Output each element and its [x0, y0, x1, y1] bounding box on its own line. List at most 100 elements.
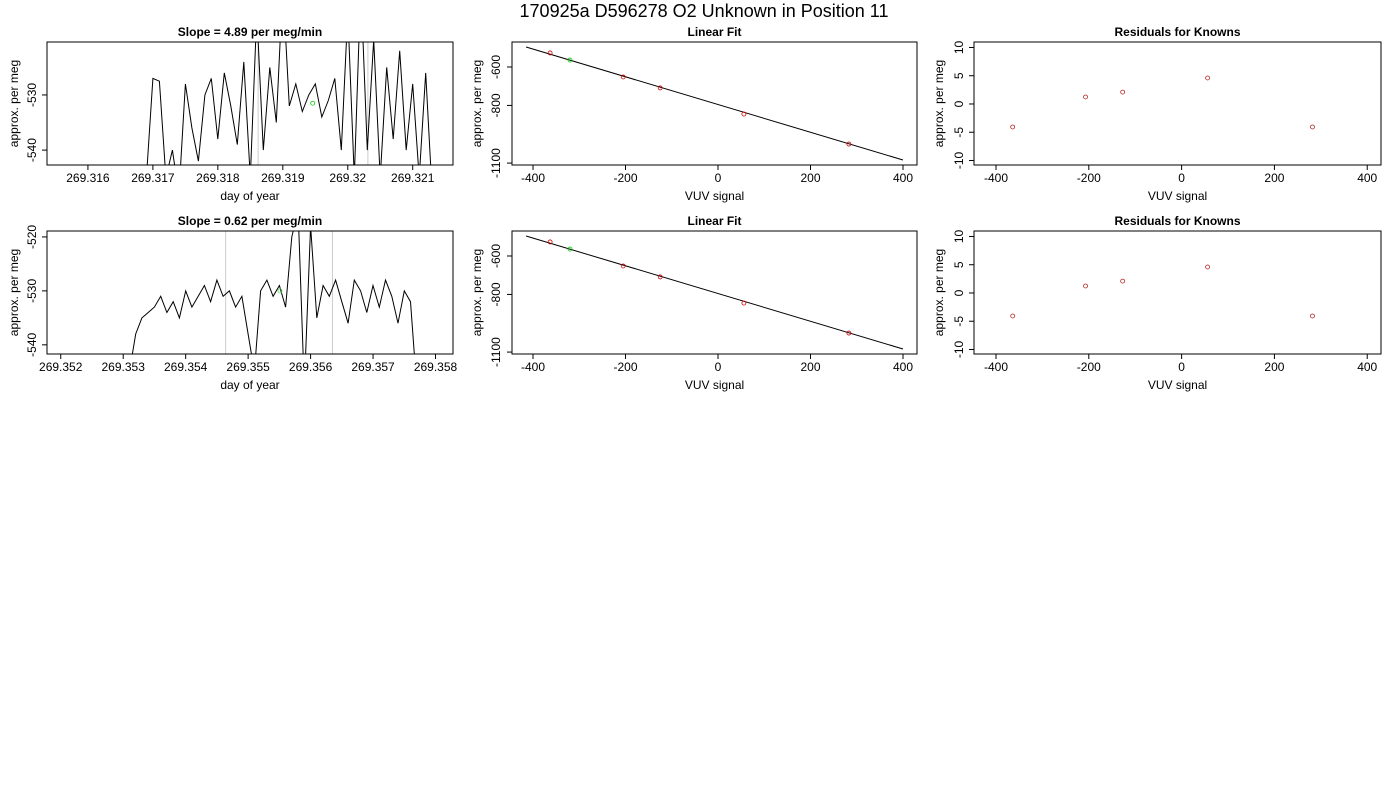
point: [547, 239, 553, 245]
y-tick-label: -5: [952, 127, 966, 138]
y-tick-label: -10: [952, 151, 966, 169]
x-tick-label: 269.357: [351, 360, 395, 374]
y-tick-label: 5: [952, 72, 966, 79]
point: [567, 57, 573, 63]
point: [277, 288, 283, 294]
point: [1010, 124, 1016, 130]
y-axis-label: approx. per meg: [7, 249, 21, 336]
y-tick-label: -1100: [489, 148, 503, 178]
plot-frame: [46, 41, 454, 166]
data-line: [131, 231, 415, 354]
y-tick-label: -600: [489, 244, 503, 268]
point: [1083, 94, 1088, 100]
point: [1120, 89, 1126, 95]
plot-frame: [511, 230, 918, 355]
plot-frame: [973, 41, 1382, 166]
plot-frame: [46, 230, 454, 355]
x-tick-label: 269.317: [131, 171, 175, 185]
y-tick-label: -600: [489, 55, 503, 79]
x-tick-label: 400: [1357, 171, 1377, 185]
panel: Residuals for Knowns VUV signal approx. pe…: [932, 25, 1382, 203]
plot-frame: [511, 41, 918, 166]
plot-area: [525, 235, 904, 350]
y-tick-label: -530: [25, 279, 39, 303]
x-tick-label: 269.356: [289, 360, 333, 374]
x-tick-label: -200: [1077, 360, 1101, 374]
x-axis-label: day of year: [220, 189, 279, 203]
point: [547, 50, 553, 56]
point: [1010, 313, 1016, 319]
panel-title: Residuals for Knowns: [1114, 214, 1240, 228]
y-tick-label: -800: [489, 93, 503, 117]
point: [1310, 313, 1315, 319]
panel: Slope = 4.89 per meg/min day of year appro…: [7, 25, 454, 203]
x-tick-label: 269.319: [261, 171, 305, 185]
x-tick-label: 269.321: [391, 171, 435, 185]
fit-line: [525, 46, 904, 161]
point: [1120, 278, 1126, 284]
x-tick-label: -200: [1077, 171, 1101, 185]
x-tick-label: -400: [521, 360, 545, 374]
y-axis-label: approx. per meg: [470, 249, 484, 336]
page-title: 170925a D596278 O2 Unknown in Position 1…: [520, 1, 889, 21]
x-axis-label: VUV signal: [685, 189, 744, 203]
panel-title: Slope = 0.62 per meg/min: [178, 214, 322, 228]
x-tick-label: 0: [1178, 360, 1185, 374]
x-axis-label: VUV signal: [685, 378, 744, 392]
data-line: [146, 42, 432, 165]
x-tick-label: 200: [1264, 171, 1284, 185]
y-tick-label: 5: [952, 261, 966, 268]
x-axis-label: VUV signal: [1148, 378, 1207, 392]
panel-title: Residuals for Knowns: [1114, 25, 1240, 39]
plot-area: [1010, 264, 1315, 319]
point: [310, 100, 316, 106]
x-tick-label: 269.358: [414, 360, 458, 374]
point: [846, 330, 852, 336]
y-tick-label: 10: [952, 40, 966, 54]
y-tick-label: -520: [25, 225, 39, 249]
point: [657, 85, 663, 91]
point: [1310, 124, 1315, 130]
x-tick-label: -400: [984, 360, 1008, 374]
y-axis-label: approx. per meg: [7, 60, 21, 147]
y-tick-label: -10: [952, 340, 966, 358]
y-tick-label: -530: [25, 83, 39, 107]
x-tick-label: 400: [893, 171, 913, 185]
x-tick-label: 269.355: [226, 360, 270, 374]
plot-area: [146, 42, 432, 165]
panel: Linear Fit VUV signal approx. per meg -400 -…: [470, 214, 918, 392]
panel: Linear Fit VUV signal approx. per meg -400 -…: [470, 25, 918, 203]
x-tick-label: -400: [984, 171, 1008, 185]
x-tick-label: 0: [715, 171, 722, 185]
x-tick-label: -200: [613, 360, 637, 374]
point: [1083, 283, 1088, 289]
x-tick-label: 400: [1357, 360, 1377, 374]
x-axis-label: day of year: [220, 378, 279, 392]
point: [657, 274, 663, 280]
x-tick-label: -200: [613, 171, 637, 185]
plot-area: [525, 46, 904, 161]
x-tick-label: 269.318: [196, 171, 240, 185]
panel-title: Linear Fit: [687, 25, 741, 39]
y-axis-label: approx. per meg: [932, 249, 946, 336]
x-tick-label: 269.352: [39, 360, 83, 374]
y-axis-label: approx. per meg: [470, 60, 484, 147]
point: [567, 246, 573, 252]
y-tick-label: -540: [25, 138, 39, 162]
y-tick-label: 0: [952, 100, 966, 107]
x-tick-label: 269.354: [164, 360, 208, 374]
panel: Residuals for Knowns VUV signal approx. pe…: [932, 214, 1382, 392]
y-tick-label: 0: [952, 289, 966, 296]
point: [620, 263, 626, 269]
fit-line: [525, 235, 904, 350]
x-tick-label: 0: [1178, 171, 1185, 185]
y-axis-label: approx. per meg: [932, 60, 946, 147]
x-tick-label: 269.316: [66, 171, 110, 185]
y-tick-label: -800: [489, 282, 503, 306]
plot-frame: [973, 230, 1382, 355]
x-tick-label: 200: [800, 360, 820, 374]
point: [846, 141, 852, 147]
x-axis-label: VUV signal: [1148, 189, 1207, 203]
point: [1205, 75, 1210, 81]
y-tick-label: -1100: [489, 337, 503, 367]
